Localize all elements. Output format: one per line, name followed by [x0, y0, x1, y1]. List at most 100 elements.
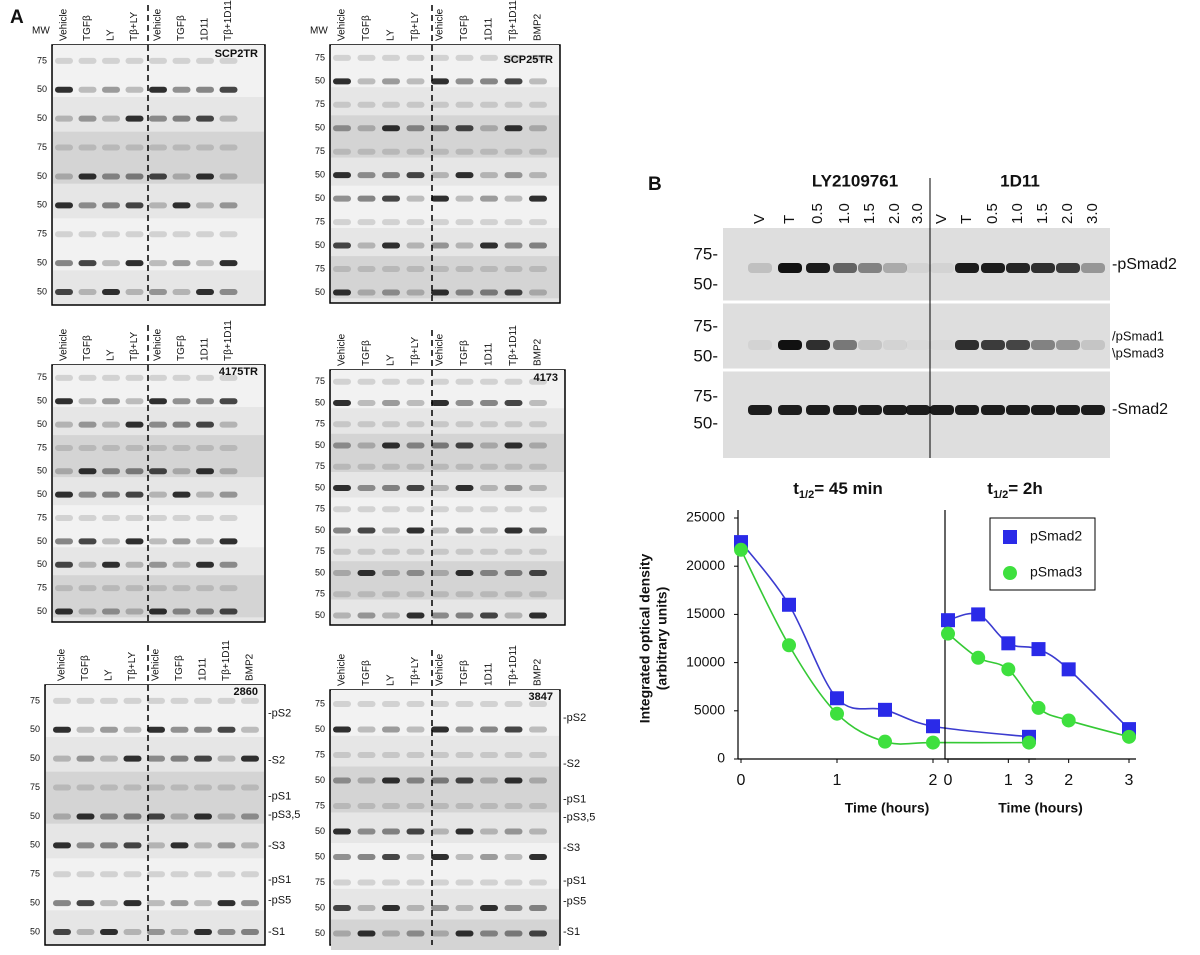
band — [480, 930, 498, 937]
band — [149, 468, 167, 475]
band — [480, 289, 498, 296]
band — [53, 900, 71, 907]
band — [529, 378, 547, 385]
band — [196, 260, 214, 267]
side-label: -pS1 — [268, 874, 291, 886]
band — [219, 538, 238, 545]
band — [455, 219, 474, 226]
band — [333, 195, 351, 202]
band — [241, 813, 259, 820]
band — [504, 378, 523, 385]
x-axis-label: Time (hours) — [998, 800, 1083, 816]
band — [147, 900, 165, 907]
blot-strip — [331, 185, 559, 228]
band — [480, 828, 498, 835]
band — [504, 289, 523, 296]
band — [529, 148, 547, 155]
band — [357, 803, 376, 810]
lane-label: LY — [106, 349, 117, 361]
x-tick-label: 2 — [1064, 772, 1073, 789]
band — [196, 491, 214, 498]
band — [455, 591, 474, 598]
lane-label: Vehicle — [435, 653, 446, 686]
mw-marker: 50 — [315, 76, 325, 86]
band — [53, 871, 71, 878]
lane-label: Tβ+1D11 — [221, 640, 232, 681]
band — [1006, 405, 1030, 415]
band — [170, 929, 189, 935]
band — [102, 374, 120, 381]
band — [357, 442, 376, 449]
mw-marker: 50 — [30, 811, 40, 821]
band — [455, 612, 474, 619]
band — [382, 527, 400, 534]
band — [455, 879, 474, 886]
mw-marker: 50 — [37, 419, 47, 429]
mw-marker: 50- — [693, 274, 718, 293]
lane-label: Tβ+LY — [129, 331, 140, 361]
band — [219, 260, 238, 267]
band — [333, 930, 351, 937]
band — [78, 260, 97, 267]
blot-strip — [331, 766, 559, 813]
band — [170, 755, 189, 762]
band — [529, 265, 547, 272]
lane-label: LY — [386, 674, 397, 686]
band — [357, 484, 376, 491]
band — [100, 900, 118, 907]
mw-marker: 75 — [315, 419, 325, 429]
mw-marker: 50 — [37, 536, 47, 546]
band — [480, 101, 498, 108]
band — [147, 871, 165, 878]
band — [529, 484, 547, 491]
band — [382, 148, 400, 155]
blot-id: 3847 — [529, 691, 553, 703]
mw-marker: 75 — [315, 263, 325, 273]
band — [431, 148, 449, 155]
band — [529, 242, 547, 249]
band — [333, 569, 351, 576]
band — [382, 803, 400, 810]
band — [357, 219, 376, 226]
band — [382, 78, 400, 85]
band — [529, 854, 547, 861]
mw-marker: 75 — [30, 695, 40, 705]
band — [333, 752, 351, 759]
band — [529, 399, 547, 406]
point — [1061, 662, 1076, 677]
band — [529, 803, 547, 810]
band — [125, 374, 144, 381]
band — [102, 538, 120, 545]
band — [147, 929, 165, 935]
band — [504, 854, 523, 861]
mw-header: MW — [32, 26, 50, 37]
band — [431, 777, 449, 784]
band — [333, 777, 351, 784]
band — [406, 930, 425, 937]
point — [941, 613, 955, 628]
mw-marker: 50 — [30, 926, 40, 936]
band — [333, 879, 351, 886]
side-label: -S1 — [268, 926, 285, 938]
band — [883, 405, 907, 415]
mw-marker: 75- — [693, 316, 718, 335]
band — [406, 442, 425, 449]
band — [431, 125, 449, 132]
band — [455, 242, 474, 249]
mw-marker: 50 — [37, 606, 47, 616]
band — [53, 755, 71, 762]
band — [529, 54, 547, 61]
band — [172, 289, 191, 295]
band — [147, 784, 165, 791]
band — [455, 265, 474, 272]
band — [529, 289, 547, 296]
side-label: -pS5 — [268, 895, 291, 907]
band — [125, 289, 144, 295]
band — [529, 463, 547, 470]
band — [100, 726, 118, 733]
band — [382, 421, 400, 428]
mw-marker: 75 — [315, 749, 325, 759]
band — [219, 398, 238, 405]
band — [382, 125, 400, 132]
